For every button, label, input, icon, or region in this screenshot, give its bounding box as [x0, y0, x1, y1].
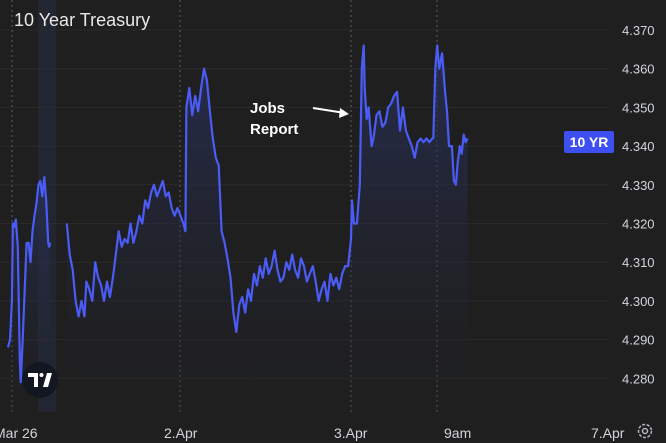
y-tick-label: 4.330 — [622, 178, 655, 193]
area-fill — [8, 0, 468, 412]
annotation-line-2: Report — [250, 121, 299, 138]
y-tick-label: 4.360 — [622, 62, 655, 77]
y-axis: 4.370 4.360 4.350 4.340 4.330 4.320 4.310 4.300… — [622, 23, 655, 386]
tradingview-logo-icon[interactable] — [22, 362, 58, 398]
area-segment — [66, 45, 468, 412]
y-tick-label: 4.300 — [622, 294, 655, 309]
y-tick-label: 4.370 — [622, 23, 655, 38]
y-tick-label: 4.320 — [622, 217, 655, 232]
x-tick-label: 3.Apr — [334, 425, 368, 441]
annotation-jobs-report: Jobs Report — [250, 98, 298, 140]
chart-title: 10 Year Treasury — [14, 10, 151, 30]
series-line-segment — [65, 44, 469, 333]
y-tick-label: 4.340 — [622, 139, 655, 154]
settings-gear-icon[interactable] — [636, 422, 654, 440]
last-price-tag: 10 YR — [564, 131, 614, 153]
series-line-segment — [6, 176, 52, 384]
y-tick-label: 4.280 — [622, 371, 655, 386]
annotation-line-1: Jobs — [250, 100, 286, 117]
x-tick-label: 9am — [444, 425, 471, 441]
series-line — [6, 44, 469, 384]
x-tick-label: Mar 26 — [0, 425, 38, 441]
area-segment — [8, 177, 51, 412]
x-tick-label: 7.Apr — [591, 425, 625, 441]
x-axis: Mar 26 2.Apr 3.Apr 9am 7.Apr — [0, 425, 625, 441]
y-tick-label: 4.290 — [622, 333, 655, 348]
x-tick-label: 2.Apr — [164, 425, 198, 441]
y-tick-label: 4.350 — [622, 100, 655, 115]
annotation-arrow — [312, 107, 349, 118]
y-tick-label: 4.310 — [622, 255, 655, 270]
